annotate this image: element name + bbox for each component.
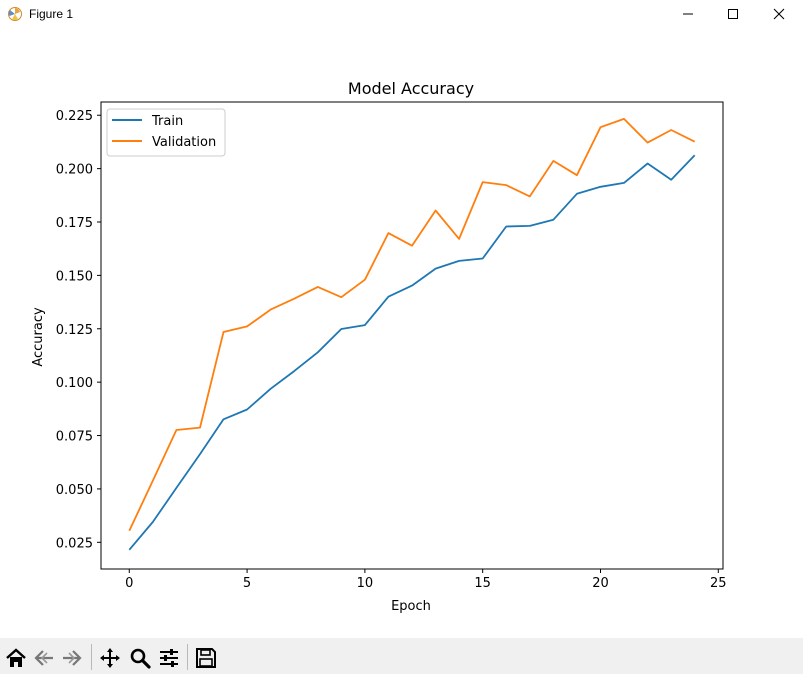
y-tick-label: 0.050 bbox=[56, 483, 93, 498]
x-tick-label: 15 bbox=[474, 576, 491, 591]
maximize-button[interactable] bbox=[710, 0, 756, 28]
axes-frame bbox=[100, 101, 724, 570]
forward-button[interactable] bbox=[60, 646, 84, 670]
maximize-icon bbox=[728, 9, 738, 19]
chart-title: Model Accuracy bbox=[348, 79, 474, 98]
save-button[interactable] bbox=[194, 646, 218, 670]
legend-label-validation: Validation bbox=[152, 135, 216, 150]
y-tick-label: 0.025 bbox=[56, 536, 93, 551]
x-tick-label: 20 bbox=[592, 576, 609, 591]
save-icon bbox=[196, 648, 216, 668]
x-tick-label: 0 bbox=[125, 576, 133, 591]
y-tick-label: 0.075 bbox=[56, 430, 93, 445]
forward-icon bbox=[63, 650, 82, 666]
series-line-train bbox=[128, 154, 696, 551]
y-tick-label: 0.150 bbox=[56, 269, 93, 284]
x-axis-label: Epoch bbox=[391, 599, 431, 614]
legend: Train Validation bbox=[106, 108, 226, 157]
minimize-button[interactable] bbox=[665, 0, 711, 28]
configure-icon bbox=[160, 649, 178, 667]
pan-icon bbox=[100, 648, 120, 668]
y-tick-label: 0.175 bbox=[56, 216, 93, 231]
y-tick-label: 0.125 bbox=[56, 323, 93, 338]
x-tick-label: 25 bbox=[710, 576, 727, 591]
y-tick-label: 0.225 bbox=[56, 109, 93, 124]
series-line-validation bbox=[128, 118, 696, 532]
pan-button[interactable] bbox=[98, 646, 122, 670]
minimize-icon bbox=[683, 13, 693, 15]
configure-button[interactable] bbox=[157, 646, 181, 670]
toolbar-separator bbox=[91, 644, 92, 670]
y-tick-label: 0.200 bbox=[56, 163, 93, 178]
zoom-icon bbox=[130, 648, 151, 669]
close-icon bbox=[773, 8, 785, 20]
figure-canvas[interactable]: Model Accuracy Epoch Accuracy 0 5 10 15 20 25… bbox=[0, 28, 803, 638]
back-button[interactable] bbox=[32, 646, 56, 670]
back-icon bbox=[34, 650, 53, 666]
zoom-button[interactable] bbox=[128, 646, 152, 670]
close-button[interactable] bbox=[756, 0, 802, 28]
matplotlib-app-icon bbox=[7, 6, 23, 22]
toolbar-separator bbox=[187, 644, 188, 670]
home-icon bbox=[6, 648, 26, 667]
navigation-toolbar bbox=[0, 638, 803, 674]
x-tick-label: 5 bbox=[243, 576, 251, 591]
home-button[interactable] bbox=[4, 646, 28, 670]
window-title: Figure 1 bbox=[29, 7, 74, 21]
line-chart: Model Accuracy Epoch Accuracy 0 5 10 15 20 25… bbox=[31, 79, 727, 614]
y-tick-label: 0.100 bbox=[56, 376, 93, 391]
title-bar: Figure 1 bbox=[0, 0, 803, 28]
y-axis-label: Accuracy bbox=[31, 307, 46, 367]
legend-label-train: Train bbox=[151, 114, 183, 129]
x-tick-label: 10 bbox=[357, 576, 374, 591]
